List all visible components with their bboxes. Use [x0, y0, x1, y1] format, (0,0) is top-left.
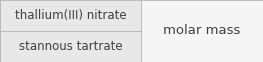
- Bar: [141, 0, 263, 62]
- Bar: [0, 0, 141, 31]
- Text: thallium(III) nitrate: thallium(III) nitrate: [14, 9, 126, 22]
- Bar: [0, 31, 141, 62]
- Text: stannous tartrate: stannous tartrate: [18, 40, 122, 53]
- Text: molar mass: molar mass: [163, 24, 241, 38]
